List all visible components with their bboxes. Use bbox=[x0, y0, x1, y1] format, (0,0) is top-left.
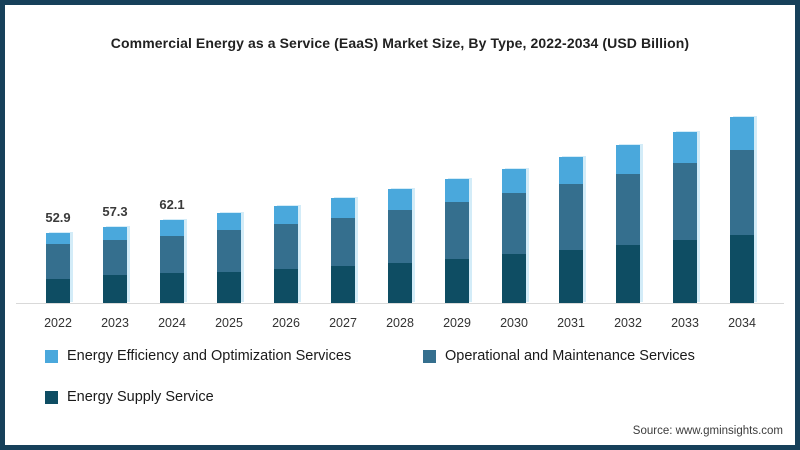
legend-swatch-operational-maintenance bbox=[423, 349, 436, 363]
bar-segment bbox=[616, 145, 640, 175]
bar-segment bbox=[160, 273, 184, 303]
x-axis-tick-label: 2029 bbox=[443, 316, 471, 330]
bar-segment bbox=[103, 226, 127, 240]
bar-2025 bbox=[217, 213, 241, 303]
bar-segment bbox=[502, 254, 526, 303]
bar-segment bbox=[616, 245, 640, 303]
bar-segment bbox=[331, 197, 355, 218]
x-axis-tick-label: 2032 bbox=[614, 316, 642, 330]
bar-2030 bbox=[502, 168, 526, 303]
x-axis-tick-label: 2027 bbox=[329, 316, 357, 330]
bar-segment bbox=[217, 213, 241, 231]
legend-item-energy-supply: Energy Supply Service bbox=[45, 389, 214, 405]
bar-2026 bbox=[274, 205, 298, 303]
x-axis-tick-label: 2033 bbox=[671, 316, 699, 330]
bar-segment bbox=[274, 269, 298, 303]
x-axis-tick-label: 2025 bbox=[215, 316, 243, 330]
bar-2022 bbox=[46, 232, 70, 303]
x-axis-tick-label: 2026 bbox=[272, 316, 300, 330]
bar-segment bbox=[616, 174, 640, 246]
bar-2023 bbox=[103, 226, 127, 303]
bar-segment bbox=[730, 150, 754, 235]
bar-2029 bbox=[445, 179, 469, 303]
bar-segment bbox=[388, 210, 412, 263]
chart-title: Commercial Energy as a Service (EaaS) Ma… bbox=[110, 35, 690, 51]
bar-segment bbox=[673, 131, 697, 164]
x-axis-tick-label: 2024 bbox=[158, 316, 186, 330]
bar-total-label: 52.9 bbox=[45, 209, 71, 225]
bar-segment bbox=[217, 230, 241, 272]
x-axis-tick-label: 2034 bbox=[728, 316, 756, 330]
x-axis-tick-label: 2031 bbox=[557, 316, 585, 330]
bar-segment bbox=[388, 188, 412, 211]
bar-segment bbox=[445, 202, 469, 259]
bar-segment bbox=[502, 168, 526, 194]
bar-segment bbox=[46, 278, 70, 303]
bar-segment bbox=[46, 243, 70, 279]
bar-segment bbox=[103, 275, 127, 303]
bar-segment bbox=[160, 220, 184, 237]
x-axis-tick-label: 2028 bbox=[386, 316, 414, 330]
legend-label-energy-efficiency: Energy Efficiency and Optimization Servi… bbox=[67, 348, 352, 364]
bar-segment bbox=[559, 250, 583, 303]
x-axis-line bbox=[16, 303, 784, 304]
bar-segment bbox=[46, 232, 70, 244]
bar-2027 bbox=[331, 197, 355, 303]
legend-label-energy-supply: Energy Supply Service bbox=[67, 389, 214, 405]
legend-label-operational-maintenance: Operational and Maintenance Services bbox=[445, 348, 695, 364]
bar-2024 bbox=[160, 220, 184, 303]
bar-total-label: 62.1 bbox=[159, 197, 185, 213]
bar-segment bbox=[274, 205, 298, 225]
bar-segment bbox=[160, 236, 184, 274]
bar-chart: 52.9 2022 57.3 2023 62.1 2024 2025 2026 2027 2028… bbox=[5, 5, 795, 445]
bar-total-label: 57.3 bbox=[102, 203, 128, 219]
legend-item-operational-maintenance: Operational and Maintenance Services bbox=[423, 348, 695, 364]
bar-segment bbox=[445, 179, 469, 203]
bar-segment bbox=[103, 239, 127, 276]
bar-2033 bbox=[673, 131, 697, 303]
bar-segment bbox=[673, 163, 697, 240]
bar-2032 bbox=[616, 145, 640, 303]
bar-segment bbox=[274, 224, 298, 270]
x-axis-tick-label: 2023 bbox=[101, 316, 129, 330]
bar-segment bbox=[217, 271, 241, 303]
x-axis-tick-label: 2030 bbox=[500, 316, 528, 330]
bar-segment bbox=[730, 117, 754, 151]
bar-2028 bbox=[388, 188, 412, 303]
bar-segment bbox=[331, 266, 355, 303]
bar-2031 bbox=[559, 157, 583, 303]
legend-swatch-energy-supply bbox=[45, 390, 58, 404]
bar-segment bbox=[559, 157, 583, 185]
x-axis-tick-label: 2022 bbox=[44, 316, 72, 330]
legend-item-energy-efficiency: Energy Efficiency and Optimization Servi… bbox=[45, 348, 351, 364]
bar-segment bbox=[730, 234, 754, 303]
bar-segment bbox=[673, 239, 697, 303]
legend-swatch-energy-efficiency bbox=[45, 349, 58, 363]
bar-2034 bbox=[730, 117, 754, 303]
bar-segment bbox=[502, 193, 526, 255]
bar-segment bbox=[559, 184, 583, 251]
bar-segment bbox=[331, 217, 355, 267]
bar-segment bbox=[445, 258, 469, 303]
bar-segment bbox=[388, 262, 412, 303]
source-attribution: Source: www.gminsights.com bbox=[632, 425, 783, 437]
